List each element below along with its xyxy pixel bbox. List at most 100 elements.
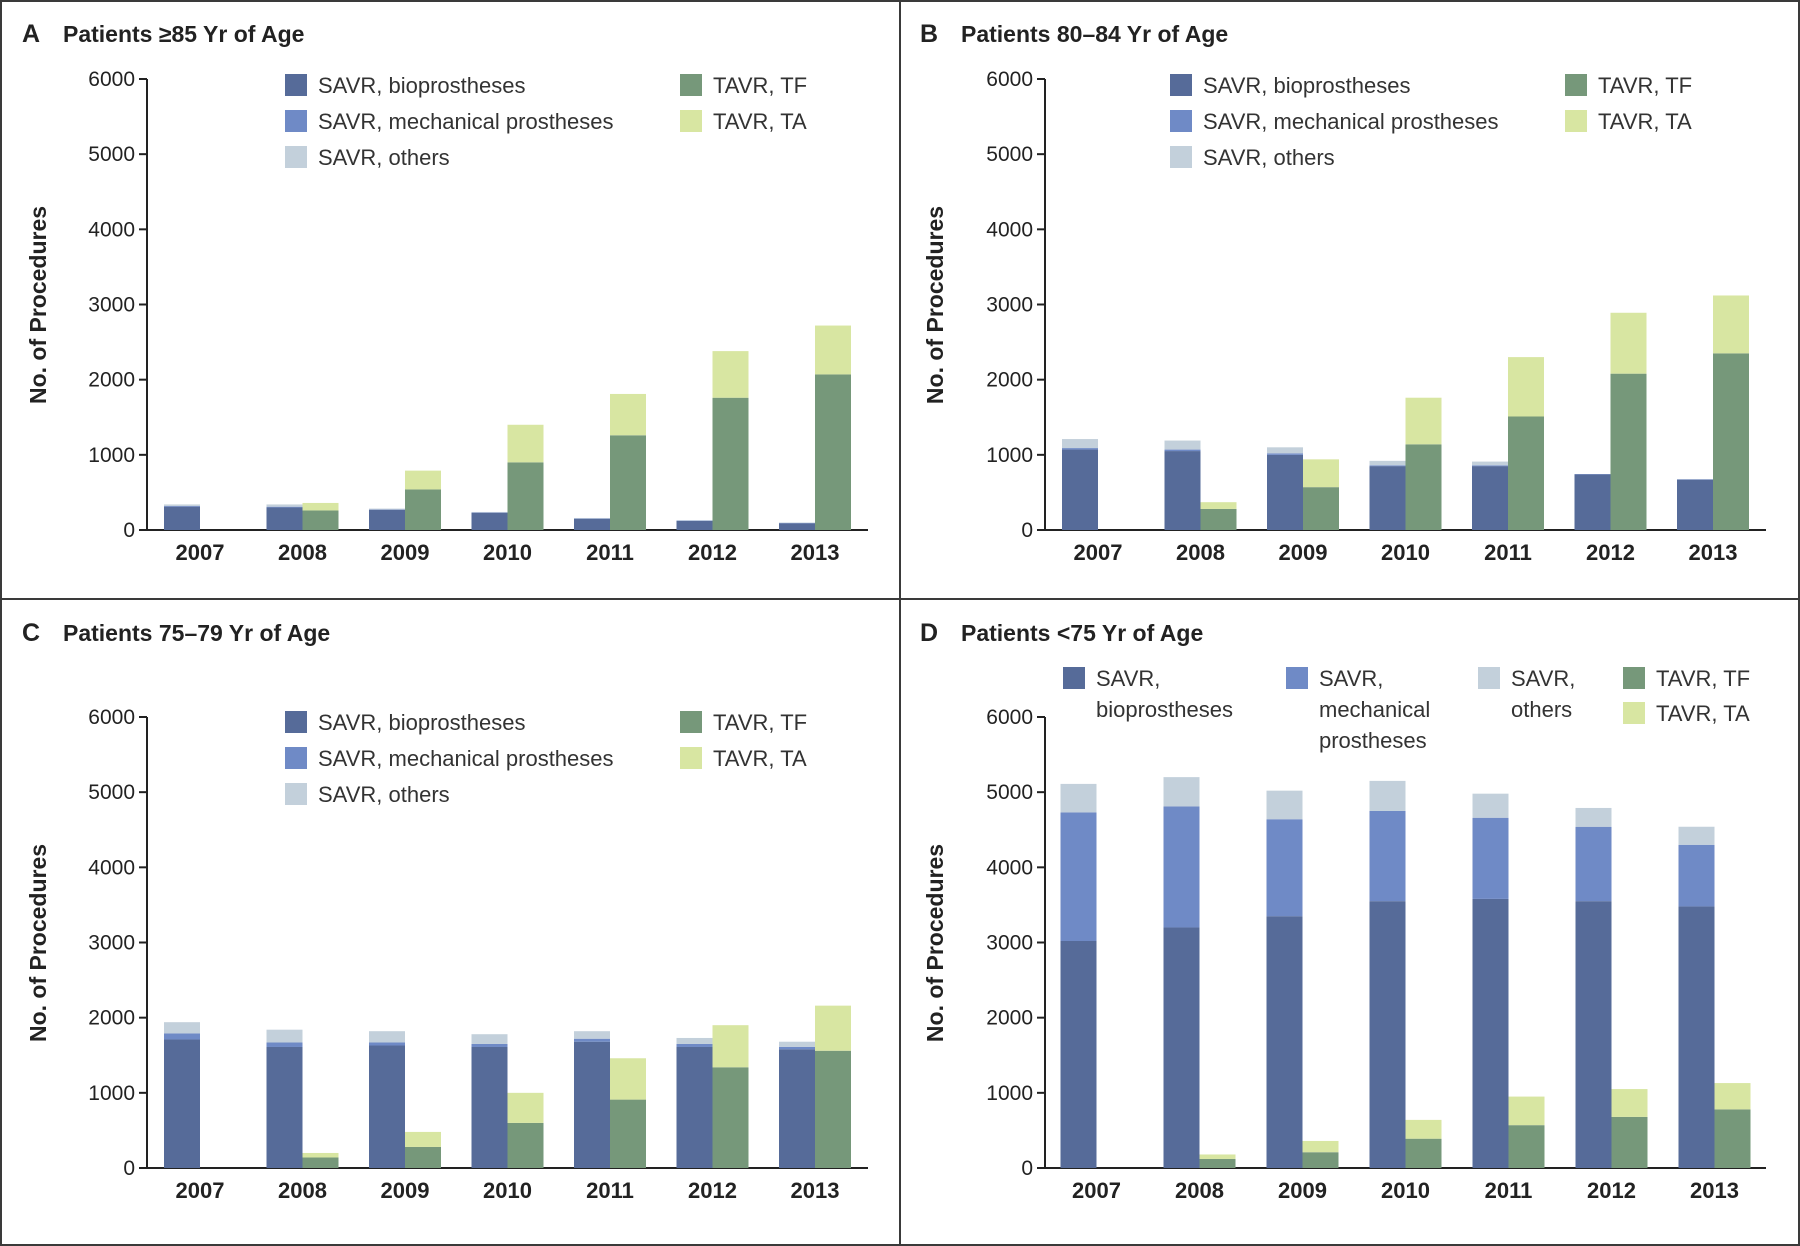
panel-c-legend-swatch-savr-mechanical-prostheses: [285, 747, 307, 769]
panel-d-bar-savr-others-2012: [1575, 807, 1612, 827]
panel-b-bar-savr-bioprostheses-2008: [1164, 451, 1201, 530]
panel-d-legend-label-savr-bioprostheses: SAVR,: [1096, 666, 1160, 691]
panel-d-bar-savr-bioprostheses-2010: [1369, 901, 1406, 1168]
panel-a-bar-savr-mechanical-prostheses-2007: [164, 505, 200, 507]
panel-b-bar-savr-mechanical-prostheses-2009: [1267, 453, 1303, 455]
panel-c-bar-tavr-ta-2010: [507, 1092, 544, 1123]
panel-a-legend-label-savr-bioprostheses: SAVR, bioprostheses: [318, 73, 525, 98]
panel-a-bar-tavr-ta-2008: [302, 502, 339, 511]
panel-b-bar-tavr-ta-2008: [1200, 502, 1237, 509]
panel-a-legend-label-savr-others: SAVR, others: [318, 145, 450, 170]
panel-a-bar-tavr-tf-2010: [507, 462, 544, 530]
panel-c-bar-tavr-tf-2009: [405, 1146, 441, 1168]
panel-d-legend-label-tavr-tf: TAVR, TF: [1656, 666, 1750, 691]
panel-a-xtick-label: 2009: [381, 540, 430, 565]
panel-c-bar-savr-others-2009: [369, 1031, 405, 1043]
panel-d-bar-tavr-ta-2010: [1405, 1119, 1442, 1139]
panel-c-bar-tavr-tf-2008: [302, 1157, 339, 1168]
panel-a-legend-swatch-tavr-tf: [680, 74, 702, 96]
panel-a-legend-swatch-tavr-ta: [680, 110, 702, 132]
panel-c-ytick-label: 4000: [88, 856, 135, 879]
panel-d-bar-savr-mechanical-prostheses-2011: [1472, 817, 1509, 899]
panel-b-xtick-label: 2011: [1484, 540, 1532, 565]
panel-d-bar-savr-mechanical-prostheses-2010: [1369, 810, 1406, 902]
panel-d-legend-swatch-savr-bioprostheses: [1063, 667, 1085, 689]
panel-b-legend-label-tavr-tf: TAVR, TF: [1598, 73, 1692, 98]
panel-c-legend-swatch-savr-bioprostheses: [285, 711, 307, 733]
panel-c-ytick-label: 3000: [88, 932, 135, 955]
panel-d-bar-tavr-tf-2010: [1405, 1138, 1442, 1168]
panel-b-xtick-label: 2008: [1176, 540, 1225, 565]
panel-b-bar-tavr-tf-2010: [1405, 444, 1442, 530]
panel-b-bar-savr-others-2011: [1472, 461, 1508, 466]
panel-c-bar-savr-mechanical-prostheses-2008: [266, 1042, 303, 1047]
panel-a-xtick-label: 2008: [278, 540, 327, 565]
panel-c-legend-swatch-tavr-ta: [680, 747, 702, 769]
panel-b-title: Patients 80–84 Yr of Age: [961, 21, 1228, 47]
panel-b-xtick-label: 2009: [1279, 540, 1328, 565]
panel-c-bar-savr-mechanical-prostheses-2013: [779, 1046, 815, 1050]
panel-d-bar-tavr-tf-2008: [1199, 1158, 1236, 1168]
panel-b-bar-tavr-ta-2010: [1405, 397, 1442, 445]
panel-a-bar-savr-bioprostheses-2010: [471, 512, 508, 530]
panel-c-chart: 0 1000 2000 3000 4000 5000 6000 No. of Procedur…: [25, 706, 868, 1203]
panel-b-bar-tavr-tf-2009: [1303, 487, 1339, 530]
panel-a-bar-tavr-ta-2009: [405, 470, 441, 490]
panel-c-bar-savr-mechanical-prostheses-2009: [369, 1042, 405, 1046]
panel-b-legend-swatch-tavr-tf: [1565, 74, 1587, 96]
panel-a-title: Patients ≥85 Yr of Age: [63, 21, 304, 47]
panel-b-ytick-label: 6000: [986, 68, 1033, 91]
panel-d-legend-label-tavr-ta: TAVR, TA: [1656, 701, 1750, 726]
panel-b-legend-swatch-savr-mechanical-prostheses: [1170, 110, 1192, 132]
panel-a-bar-tavr-tf-2008: [302, 510, 339, 530]
panel-d-legend-label-savr-bioprostheses: bioprostheses: [1096, 697, 1233, 722]
panel-d-bar-savr-mechanical-prostheses-2012: [1575, 826, 1612, 902]
panel-d-bar-savr-mechanical-prostheses-2007: [1060, 812, 1097, 941]
panel-a-ytick-label: 3000: [88, 294, 135, 317]
panel-c-bar-savr-bioprostheses-2007: [164, 1039, 200, 1168]
panel-d-ytick-label: 4000: [986, 856, 1033, 879]
panel-a-bar-tavr-tf-2013: [815, 374, 851, 530]
panel-a-y-axis-label: No. of Procedures: [25, 206, 51, 404]
panel-d-letter: D: [920, 619, 938, 647]
panel-a-ytick-label: 2000: [88, 369, 135, 392]
panel-d-bar-savr-bioprostheses-2009: [1266, 916, 1303, 1168]
panel-b-bar-savr-others-2007: [1062, 439, 1098, 449]
panel-a-bar-savr-bioprostheses-2011: [574, 518, 610, 530]
panel-b-bar-savr-bioprostheses-2012: [1574, 474, 1611, 530]
panel-d-bar-tavr-tf-2012: [1611, 1116, 1648, 1168]
panel-d-ytick-label: 5000: [986, 781, 1033, 804]
panel-c-bar-tavr-ta-2011: [610, 1058, 646, 1100]
panel-c-bar-savr-mechanical-prostheses-2007: [164, 1033, 200, 1040]
panel-c-bar-savr-others-2007: [164, 1022, 200, 1034]
panel-d-bar-savr-bioprostheses-2012: [1575, 901, 1612, 1168]
panel-a-legend-label-tavr-ta: TAVR, TA: [713, 109, 807, 134]
panel-a-bar-savr-bioprostheses-2007: [164, 506, 200, 530]
panel-a-bar-savr-bioprostheses-2012: [676, 520, 713, 530]
panel-b-bar-savr-bioprostheses-2013: [1677, 479, 1713, 530]
panel-c-bar-tavr-tf-2010: [507, 1122, 544, 1168]
panel-c-title: Patients 75–79 Yr of Age: [63, 620, 330, 646]
panel-c-ytick-label: 2000: [88, 1007, 135, 1030]
panel-c-bar-tavr-tf-2012: [712, 1067, 749, 1168]
panel-b-legend-swatch-savr-bioprostheses: [1170, 74, 1192, 96]
panel-d-xtick-label: 2012: [1587, 1178, 1636, 1203]
panel-a-bar-savr-mechanical-prostheses-2008: [266, 506, 303, 508]
panel-d-legend-swatch-tavr-ta: [1623, 702, 1645, 724]
panel-b-bar-savr-mechanical-prostheses-2007: [1062, 448, 1098, 450]
panel-b-bar-tavr-tf-2012: [1610, 373, 1647, 530]
panel-a-letter: A: [22, 20, 40, 48]
panel-a-bar-savr-others-2009: [369, 508, 405, 510]
panel-c-bar-savr-others-2012: [676, 1037, 713, 1044]
panel-c-xtick-label: 2013: [791, 1178, 840, 1203]
panel-b-bar-savr-others-2008: [1164, 440, 1201, 450]
panel-c-legend-swatch-tavr-tf: [680, 711, 702, 733]
panel-a-bar-savr-bioprostheses-2009: [369, 509, 405, 530]
panel-b-bar-tavr-tf-2008: [1200, 508, 1237, 530]
panel-b-legend-swatch-tavr-ta: [1565, 110, 1587, 132]
panel-a-bar-savr-others-2008: [266, 504, 303, 507]
panel-d-legend-label-savr-mechanical-prostheses: mechanical: [1319, 697, 1430, 722]
panel-a-bar-tavr-ta-2010: [507, 424, 544, 463]
panel-c-bar-tavr-tf-2011: [610, 1099, 646, 1168]
panel-c-y-axis-label: No. of Procedures: [25, 844, 51, 1042]
